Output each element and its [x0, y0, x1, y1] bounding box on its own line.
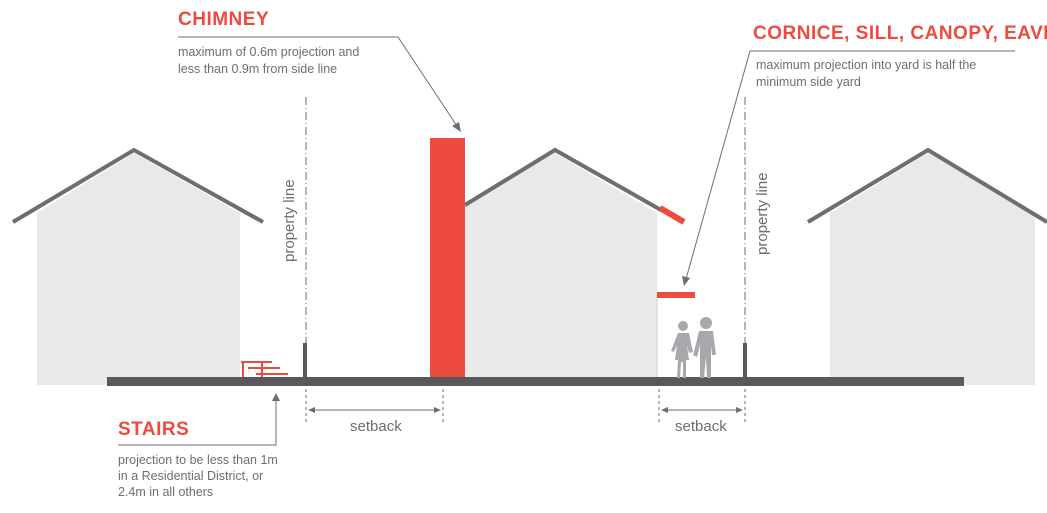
chimney-description-line2: less than 0.9m from side line — [178, 62, 338, 76]
cornice-description-line2: minimum side yard — [756, 75, 861, 89]
stairs-description-line3: 2.4m in all others — [118, 485, 214, 499]
cornice-description-line1: maximum projection into yard is half the — [756, 58, 977, 72]
setback-left-label: setback — [350, 418, 402, 435]
cornice-leader — [682, 50, 1015, 286]
people-silhouette-icon — [671, 317, 716, 378]
property-post-right — [743, 343, 747, 379]
stairs — [241, 361, 288, 377]
setback-right-label: setback — [675, 418, 727, 435]
cornice-title: CORNICE, SILL, CANOPY, EAVE — [753, 23, 1047, 44]
left-house — [11, 147, 264, 385]
property-post-left — [303, 343, 307, 379]
chimney — [430, 138, 465, 381]
eave-projection — [658, 205, 686, 225]
ground-line — [107, 377, 964, 386]
setback-dimension-right — [661, 407, 743, 413]
property-line-right-label: property line — [754, 172, 771, 255]
middle-house — [463, 147, 662, 385]
stairs-description-line1: projection to be less than 1m — [118, 453, 278, 467]
stairs-title: STAIRS — [118, 419, 190, 440]
chimney-description-line1: maximum of 0.6m projection and — [178, 45, 360, 59]
chimney-title: CHIMNEY — [178, 9, 270, 30]
stairs-description-line2: in a Residential District, or — [118, 469, 264, 483]
property-line-left-label: property line — [281, 179, 298, 262]
right-house — [806, 147, 1047, 385]
canopy-projection — [657, 292, 695, 298]
chimney-leader — [178, 36, 461, 132]
setback-dimension-left — [308, 407, 441, 413]
stairs-leader — [118, 393, 280, 446]
